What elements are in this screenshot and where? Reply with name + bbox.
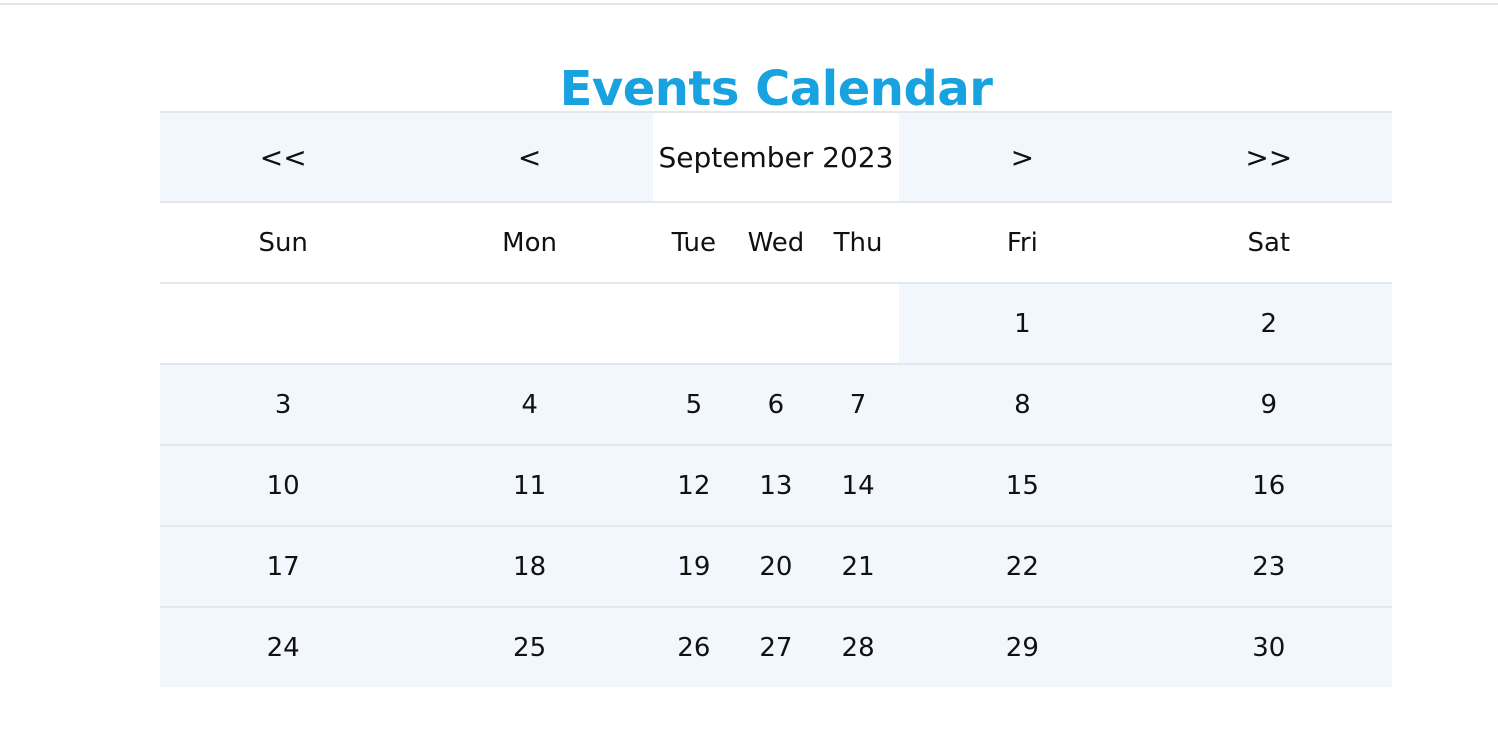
day-cell[interactable]: 7 <box>817 363 900 445</box>
day-cell[interactable]: 21 <box>817 525 900 607</box>
day-cell[interactable]: 22 <box>899 525 1146 607</box>
day-cell[interactable]: 16 <box>1145 444 1392 526</box>
day-cell[interactable]: 14 <box>817 444 900 526</box>
page-title: Events Calendar <box>559 61 993 118</box>
weekday-sun: Sun <box>160 201 407 283</box>
empty-day-cell <box>406 282 653 364</box>
empty-day-cell <box>160 282 407 364</box>
day-cell[interactable]: 25 <box>406 606 653 687</box>
day-cell[interactable]: 30 <box>1145 606 1392 687</box>
calendar-nav-row: << < September 2023 > >> <box>160 111 1392 202</box>
day-cell[interactable]: 18 <box>406 525 653 607</box>
day-cell[interactable]: 19 <box>652 525 735 607</box>
day-cell[interactable]: 13 <box>734 444 817 526</box>
prev-year-button[interactable]: << <box>160 111 407 202</box>
day-cell[interactable]: 5 <box>652 363 735 445</box>
day-cell[interactable]: 10 <box>160 444 407 526</box>
day-cell[interactable]: 4 <box>406 363 653 445</box>
day-cell[interactable]: 23 <box>1145 525 1392 607</box>
month-label: September 2023 <box>652 111 900 202</box>
day-cell[interactable]: 8 <box>899 363 1146 445</box>
weekday-fri: Fri <box>899 201 1146 283</box>
empty-day-cell <box>817 282 900 364</box>
empty-day-cell <box>652 282 735 364</box>
weekday-wed: Wed <box>734 201 817 283</box>
weekday-header-row: Sun Mon Tue Wed Thu Fri Sat <box>160 201 1392 283</box>
day-cell[interactable]: 24 <box>160 606 407 687</box>
day-cell[interactable]: 6 <box>734 363 817 445</box>
events-calendar: << < September 2023 > >> Sun Mon Tue Wed… <box>160 111 1392 687</box>
day-cell[interactable]: 9 <box>1145 363 1392 445</box>
day-cell[interactable]: 28 <box>817 606 900 687</box>
day-cell[interactable]: 20 <box>734 525 817 607</box>
weekday-tue: Tue <box>652 201 735 283</box>
next-month-button[interactable]: > <box>899 111 1146 202</box>
day-cell[interactable]: 2 <box>1145 282 1392 364</box>
day-cell[interactable]: 1 <box>899 282 1146 364</box>
calendar-weeks: 1 2 3 4 5 6 7 8 9 10 11 12 13 14 15 16 17 18 19 20 21 22 23 24 2… <box>160 282 1392 687</box>
day-cell[interactable]: 3 <box>160 363 407 445</box>
next-year-button[interactable]: >> <box>1145 111 1392 202</box>
weekday-thu: Thu <box>817 201 900 283</box>
prev-month-button[interactable]: < <box>406 111 653 202</box>
day-cell[interactable]: 27 <box>734 606 817 687</box>
day-cell[interactable]: 26 <box>652 606 735 687</box>
day-cell[interactable]: 15 <box>899 444 1146 526</box>
weekday-sat: Sat <box>1145 201 1392 283</box>
calendar-week-row: 17 18 19 20 21 22 23 <box>160 525 1392 607</box>
day-cell[interactable]: 12 <box>652 444 735 526</box>
empty-day-cell <box>734 282 817 364</box>
day-cell[interactable]: 29 <box>899 606 1146 687</box>
weekday-mon: Mon <box>406 201 653 283</box>
day-cell[interactable]: 11 <box>406 444 653 526</box>
calendar-week-row: 10 11 12 13 14 15 16 <box>160 444 1392 526</box>
top-divider <box>0 3 1498 5</box>
calendar-week-row: 24 25 26 27 28 29 30 <box>160 606 1392 687</box>
day-cell[interactable]: 17 <box>160 525 407 607</box>
